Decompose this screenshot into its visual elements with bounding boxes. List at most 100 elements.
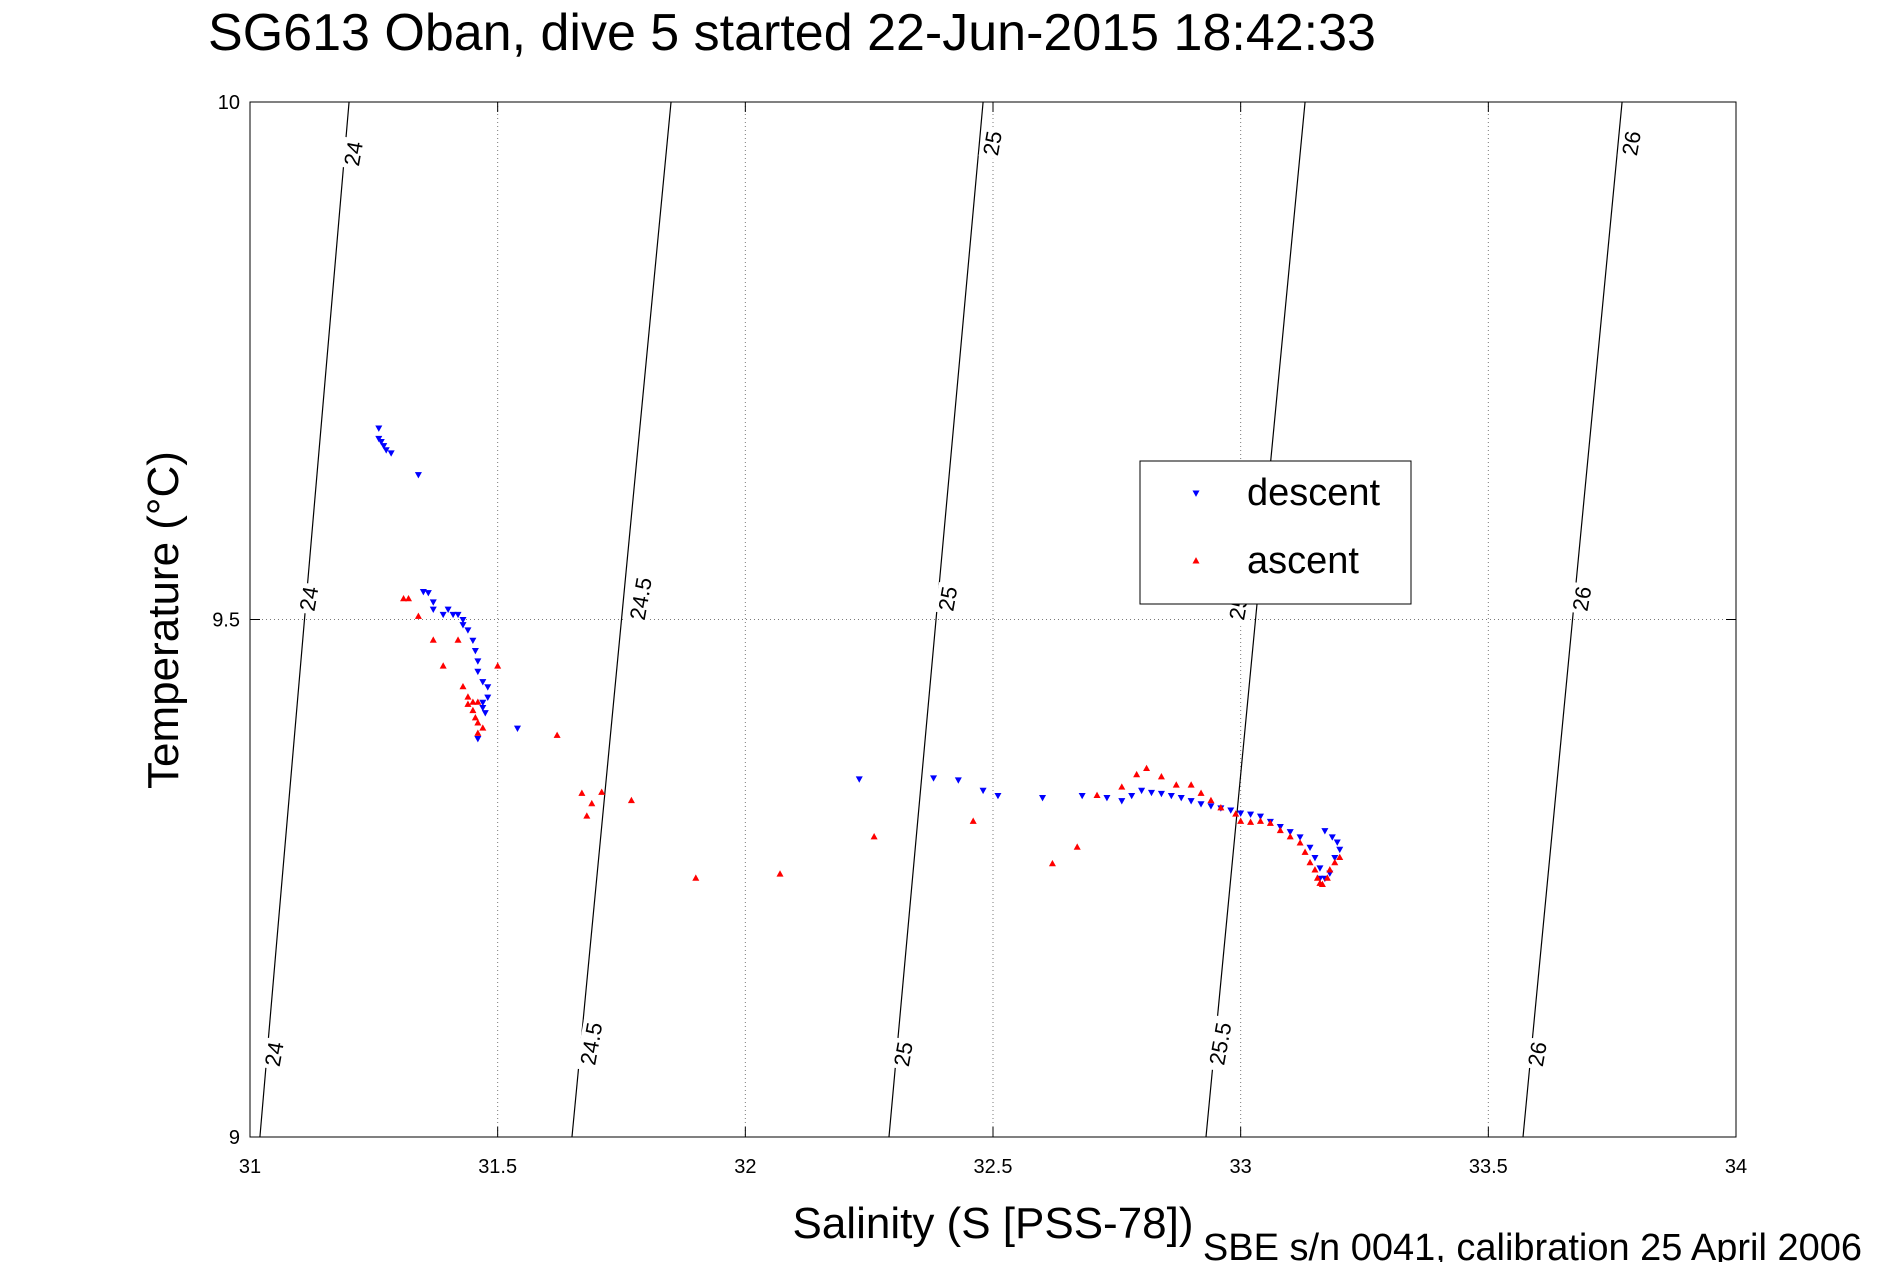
- descent-point: [459, 616, 467, 624]
- descent-point: [479, 704, 487, 712]
- ascent-point: [1247, 818, 1255, 825]
- ascent-point: [1172, 781, 1180, 788]
- descent-point: [444, 606, 452, 613]
- descent-point: [469, 637, 477, 645]
- ascent-point: [1286, 833, 1294, 840]
- descent-point: [1167, 792, 1175, 800]
- descent-point: [474, 658, 482, 665]
- descent-point: [424, 590, 432, 597]
- contour-label: 24: [339, 139, 368, 167]
- ascent-point: [1331, 858, 1339, 866]
- descent-point: [1237, 810, 1245, 817]
- ascent-point: [429, 636, 437, 643]
- ascent-point: [969, 817, 977, 824]
- x-tick-label: 32: [734, 1156, 756, 1178]
- ascent-point: [1073, 843, 1081, 850]
- ascent-point: [1207, 796, 1215, 804]
- descent-point: [429, 599, 437, 606]
- density-contour-24: [259, 101, 350, 1138]
- contour-label-gap: [1617, 126, 1647, 161]
- contour-label: 26: [1523, 1040, 1552, 1068]
- descent-point: [855, 776, 863, 783]
- contour-label-gap: [295, 581, 324, 616]
- descent-point: [1247, 811, 1255, 818]
- contour-label: 24.5: [575, 1021, 607, 1068]
- grid: [250, 101, 1736, 1137]
- ascent-point: [1157, 773, 1165, 780]
- descent-point: [1296, 834, 1304, 841]
- ascent-point: [474, 698, 482, 705]
- descent-point: [1331, 855, 1339, 862]
- descent-point: [474, 736, 482, 743]
- ascent-point: [400, 594, 408, 602]
- contour-label-gap: [978, 126, 1008, 161]
- descent-point: [1336, 846, 1344, 854]
- ascent-point: [553, 731, 561, 738]
- ascent-point: [1133, 770, 1141, 778]
- descent-point: [1187, 798, 1195, 805]
- ascent-point: [471, 714, 479, 721]
- descent-point: [375, 425, 383, 432]
- descent-point: [481, 710, 489, 717]
- x-tick-label: 31: [239, 1156, 261, 1178]
- descent-point: [1333, 839, 1341, 846]
- descent-point: [1256, 813, 1264, 820]
- contour-label: 24: [260, 1040, 289, 1068]
- descent-point: [449, 611, 457, 619]
- density-contour-25: [888, 101, 984, 1138]
- descent-point: [414, 472, 422, 479]
- ascent-point: [588, 799, 596, 807]
- contour-label: 25: [933, 584, 962, 612]
- descent-point: [1311, 855, 1319, 862]
- descent-point: [419, 589, 427, 596]
- ascent-point: [1118, 783, 1126, 790]
- legend: descent ascent: [1139, 460, 1412, 605]
- ascent-point: [776, 870, 784, 877]
- ascent-point: [439, 662, 447, 669]
- ascent-point: [1187, 781, 1195, 788]
- descent-point: [459, 622, 467, 629]
- ascent-point: [598, 788, 606, 795]
- contour-label-gap: [1523, 1037, 1553, 1072]
- ascent-point: [469, 698, 477, 705]
- ascent-point: [1318, 880, 1326, 887]
- descent-point: [454, 611, 462, 619]
- axis-ticks: 31 31.5 32 32.5 33 33.5 34 9 9.5 10: [212, 92, 1747, 1178]
- ascent-point: [1323, 874, 1331, 881]
- descent-point: [382, 447, 390, 454]
- ascent-point: [1313, 874, 1321, 881]
- ascent-point: [474, 719, 482, 726]
- footnote: SBE s/n 0041, calibration 25 April 2006: [1203, 1227, 1862, 1262]
- density-contour-25.5: [1205, 101, 1306, 1138]
- ascent-point: [1326, 866, 1334, 873]
- descent-point: [380, 443, 388, 450]
- ascent-point: [454, 636, 462, 643]
- descent-point: [1321, 828, 1329, 835]
- ascent-point: [1093, 791, 1101, 798]
- descent-point: [994, 792, 1002, 800]
- y-axis-label: Temperature (°C): [139, 451, 188, 789]
- descent-point: [1328, 834, 1336, 841]
- descent-point: [479, 699, 487, 707]
- descent-point: [1138, 787, 1146, 795]
- descent-point: [1157, 790, 1165, 798]
- descent-point: [479, 679, 487, 686]
- x-tick-label: 31.5: [478, 1156, 517, 1178]
- ascent-point: [494, 662, 502, 669]
- ascent-point: [870, 833, 878, 840]
- legend-box: [1139, 460, 1412, 605]
- ascent-point: [1276, 826, 1284, 834]
- ascent-point: [1336, 853, 1344, 861]
- x-tick-label: 33.5: [1469, 1156, 1508, 1178]
- ascent-point: [1256, 817, 1264, 824]
- ascent-point: [583, 812, 591, 819]
- descent-point: [1316, 865, 1324, 872]
- x-tick-label: 34: [1725, 1156, 1747, 1178]
- density-contours: [259, 101, 1623, 1138]
- ascent-point: [1232, 810, 1240, 817]
- chart-title: SG613 Oban, dive 5 started 22-Jun-2015 1…: [208, 4, 1376, 62]
- ascent-point: [692, 874, 700, 881]
- descent-point: [1227, 807, 1235, 814]
